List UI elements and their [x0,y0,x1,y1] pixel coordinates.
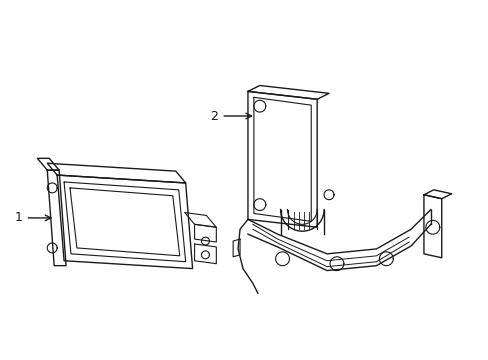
Text: 1: 1 [15,211,22,224]
Text: 2: 2 [210,109,218,122]
